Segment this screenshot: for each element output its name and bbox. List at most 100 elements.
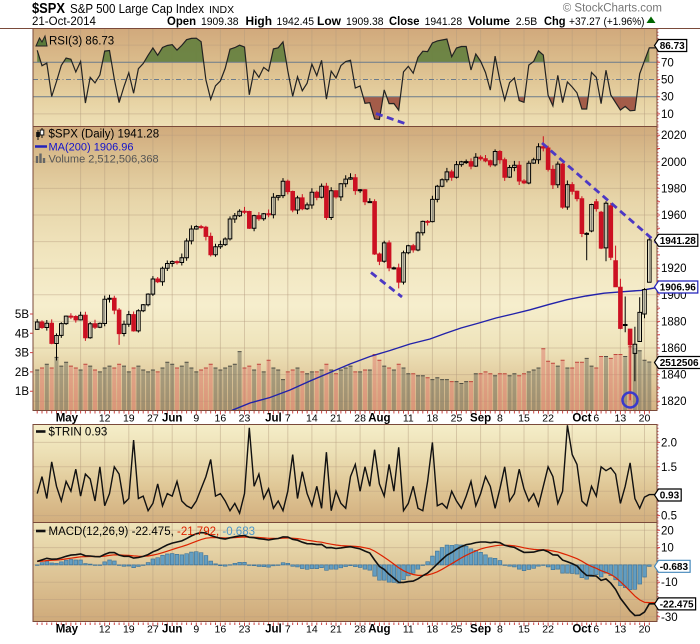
svg-text:3B: 3B	[15, 348, 29, 360]
svg-text:2.0: 2.0	[661, 437, 677, 449]
svg-text:13: 13	[615, 413, 627, 425]
svg-text:-30: -30	[661, 612, 678, 624]
svg-text:1941.28: 1941.28	[660, 236, 697, 247]
svg-text:Jun: Jun	[162, 624, 182, 636]
svg-text:20: 20	[639, 624, 651, 636]
svg-text:28: 28	[354, 413, 366, 425]
svg-text:86.73: 86.73	[660, 41, 685, 52]
svg-text:22: 22	[542, 624, 554, 636]
svg-text:1941.28: 1941.28	[425, 16, 463, 28]
svg-text:23: 23	[239, 624, 251, 636]
svg-text:23: 23	[239, 413, 251, 425]
svg-text:1909.38: 1909.38	[201, 16, 239, 28]
svg-text:Close: Close	[389, 14, 420, 28]
svg-text:21: 21	[330, 413, 342, 425]
svg-text:May: May	[56, 624, 79, 636]
svg-text:2512506: 2512506	[660, 358, 699, 369]
svg-text:15: 15	[518, 624, 530, 636]
svg-text:8: 8	[497, 624, 503, 636]
svg-text:30: 30	[661, 92, 674, 104]
svg-text:1840: 1840	[661, 370, 687, 382]
svg-text:18: 18	[427, 624, 439, 636]
svg-text:1909.38: 1909.38	[346, 16, 384, 28]
svg-text:1980: 1980	[661, 183, 687, 195]
svg-text:20: 20	[661, 525, 674, 537]
svg-text:RSI(3) 86.73: RSI(3) 86.73	[49, 36, 114, 48]
svg-text:0.93: 0.93	[660, 491, 680, 502]
svg-text:1960: 1960	[661, 210, 687, 222]
svg-text:10: 10	[661, 109, 674, 121]
svg-text:25: 25	[451, 624, 463, 636]
svg-text:14: 14	[306, 624, 318, 636]
svg-text:18: 18	[427, 413, 439, 425]
svg-text:May: May	[56, 413, 79, 425]
svg-text:1820: 1820	[661, 396, 687, 408]
svg-text:11: 11	[403, 624, 414, 636]
svg-text:Oct: Oct	[572, 413, 591, 425]
svg-text:Low: Low	[317, 14, 342, 28]
svg-text:9: 9	[193, 413, 199, 425]
svg-text:MA(200) 1906.96: MA(200) 1906.96	[49, 142, 134, 154]
svg-text:6: 6	[593, 413, 599, 425]
svg-text:Oct: Oct	[572, 624, 591, 636]
svg-text:16: 16	[215, 413, 227, 425]
svg-text:15: 15	[518, 413, 530, 425]
svg-text:50: 50	[661, 75, 674, 87]
svg-text:7: 7	[285, 624, 291, 636]
svg-text:25: 25	[451, 413, 463, 425]
svg-text:Volume: Volume	[468, 14, 510, 28]
svg-text:21: 21	[330, 624, 342, 636]
svg-text:12: 12	[99, 413, 111, 425]
svg-text:0.5: 0.5	[661, 511, 677, 523]
svg-text:10: 10	[661, 543, 674, 555]
svg-text:9: 9	[193, 624, 199, 636]
svg-text:Aug: Aug	[368, 624, 390, 636]
svg-text:70: 70	[661, 57, 674, 69]
svg-text:1B: 1B	[15, 386, 29, 398]
svg-text:$SPX: $SPX	[32, 0, 65, 17]
svg-text:Chg: Chg	[544, 14, 566, 28]
svg-text:12: 12	[99, 624, 111, 636]
svg-text:2.5B: 2.5B	[516, 16, 538, 28]
svg-text:6: 6	[593, 624, 599, 636]
svg-text:1942.45: 1942.45	[277, 16, 315, 28]
svg-text:11: 11	[403, 413, 414, 425]
svg-text:19: 19	[123, 624, 135, 636]
svg-text:Aug: Aug	[368, 413, 390, 425]
svg-text:Jul: Jul	[265, 624, 282, 636]
svg-text:14: 14	[306, 413, 318, 425]
svg-text:1.5: 1.5	[661, 462, 677, 474]
svg-text:-22.475: -22.475	[660, 599, 694, 610]
svg-text:2B: 2B	[15, 367, 29, 379]
svg-text:13: 13	[615, 624, 627, 636]
svg-text:(+1.96%): (+1.96%)	[604, 16, 645, 28]
svg-text:$SPX (Daily) 1941.28: $SPX (Daily) 1941.28	[49, 129, 160, 141]
svg-text:1920: 1920	[661, 263, 687, 275]
svg-text:-10: -10	[661, 577, 678, 589]
svg-text:16: 16	[215, 624, 227, 636]
svg-text:8: 8	[497, 413, 503, 425]
svg-text:4B: 4B	[15, 328, 29, 340]
svg-text:Jul: Jul	[265, 413, 282, 425]
svg-text:Sep: Sep	[470, 413, 491, 425]
svg-text:2020: 2020	[661, 130, 687, 142]
svg-text:7: 7	[285, 413, 291, 425]
svg-text:21-Oct-2014: 21-Oct-2014	[32, 16, 97, 28]
svg-text:1880: 1880	[661, 316, 687, 328]
svg-text:-0.683: -0.683	[660, 562, 689, 573]
svg-text:20: 20	[639, 413, 651, 425]
svg-text:High: High	[246, 14, 273, 28]
svg-text:MACD(12,26,9) -22.475, -21.792: MACD(12,26,9) -22.475, -21.792, -0.683	[49, 526, 256, 538]
svg-text:5B: 5B	[15, 309, 29, 321]
svg-text:27: 27	[147, 413, 159, 425]
svg-text:+37.27: +37.27	[569, 16, 601, 28]
svg-text:INDX: INDX	[209, 4, 234, 16]
svg-text:19: 19	[123, 413, 135, 425]
svg-text:Jun: Jun	[162, 413, 182, 425]
svg-text:$TRIN 0.93: $TRIN 0.93	[49, 427, 108, 439]
svg-text:28: 28	[354, 624, 366, 636]
svg-text:Open: Open	[167, 14, 196, 28]
svg-text:1860: 1860	[661, 343, 687, 355]
svg-text:Volume 2,512,506,368: Volume 2,512,506,368	[49, 154, 159, 166]
svg-text:1906.96: 1906.96	[660, 283, 697, 294]
